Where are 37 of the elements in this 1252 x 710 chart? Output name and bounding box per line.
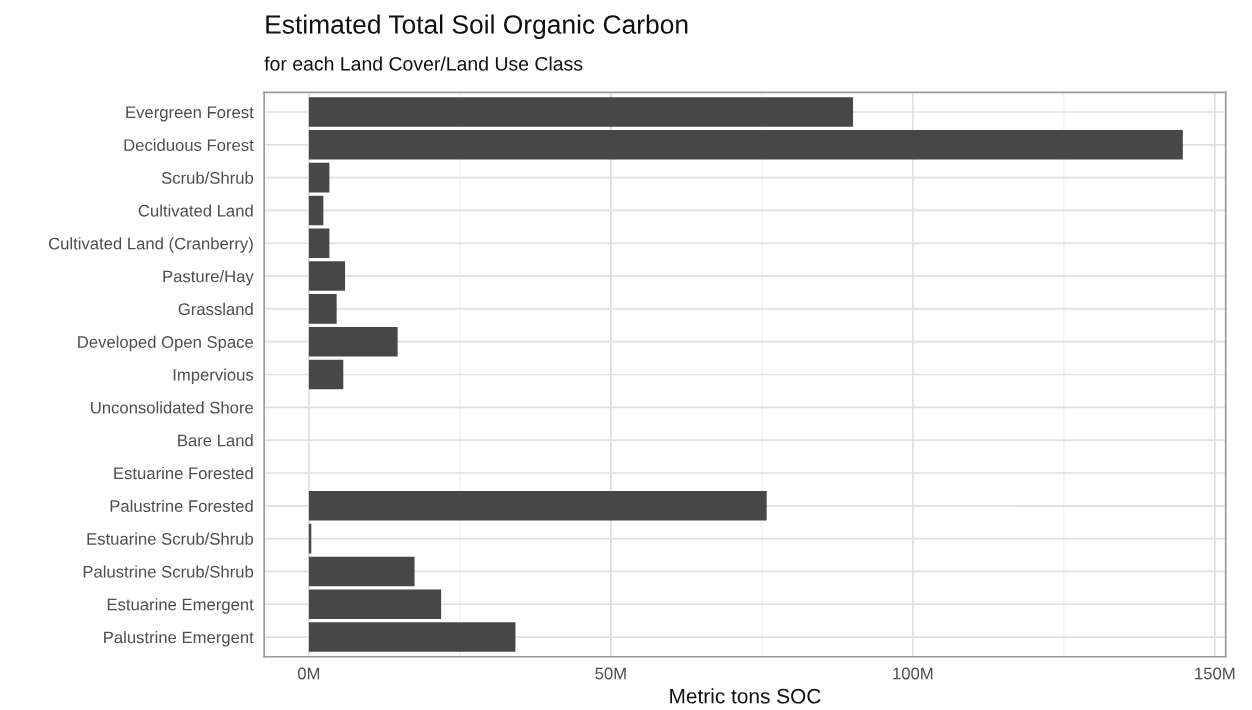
x-tick-label: 0M <box>297 667 320 680</box>
bar <box>308 326 398 357</box>
y-tick-label: Scrub/Shrub <box>161 171 254 184</box>
y-tick-label: Impervious <box>173 368 254 385</box>
bar <box>308 162 330 193</box>
chart-subtitle: for each Land Cover/Land Use Class <box>264 56 583 71</box>
y-tick-label: Bare Land <box>178 434 253 447</box>
y-tick-label: Evergreen Forest <box>126 106 254 122</box>
bar <box>308 261 346 291</box>
y-tick-label: Cultivated Land <box>138 204 253 217</box>
y-tick-label: Estuarine Emergent <box>107 598 254 614</box>
bar <box>308 491 767 521</box>
bar <box>308 622 516 652</box>
bar <box>308 195 324 226</box>
x-axis-title: Metric tons SOC <box>670 688 821 704</box>
bar <box>308 228 330 259</box>
y-tick-label: Developed Open Space <box>78 335 254 352</box>
y-tick-label: Palustrine Scrub/Shrub <box>83 565 254 578</box>
bar <box>308 359 344 390</box>
y-tick-label: Estuarine Forested <box>114 466 253 480</box>
bar <box>308 294 337 324</box>
bar <box>308 97 854 127</box>
chart-title: Estimated Total Soil Organic Carbon <box>266 14 688 40</box>
y-tick-label: Cultivated Land (Cranberry) <box>48 237 253 253</box>
y-tick-label: Unconsolidated Shore <box>91 401 254 414</box>
y-tick-label: Estuarine Scrub/Shrub <box>87 532 254 545</box>
y-tick-label: Palustrine Forested <box>110 499 253 512</box>
x-tick-label: 100M <box>893 667 933 680</box>
bar <box>308 556 415 587</box>
bar <box>308 589 442 620</box>
x-tick-label: 50M <box>595 667 626 680</box>
y-tick-label: Pasture/Hay <box>163 270 254 286</box>
x-tick-label: 150M <box>1195 667 1235 680</box>
y-tick-label: Palustrine Emergent <box>104 631 254 647</box>
y-tick-label: Deciduous Forest <box>124 138 254 152</box>
bar <box>308 130 1183 160</box>
y-tick-label: Grassland <box>178 302 253 316</box>
